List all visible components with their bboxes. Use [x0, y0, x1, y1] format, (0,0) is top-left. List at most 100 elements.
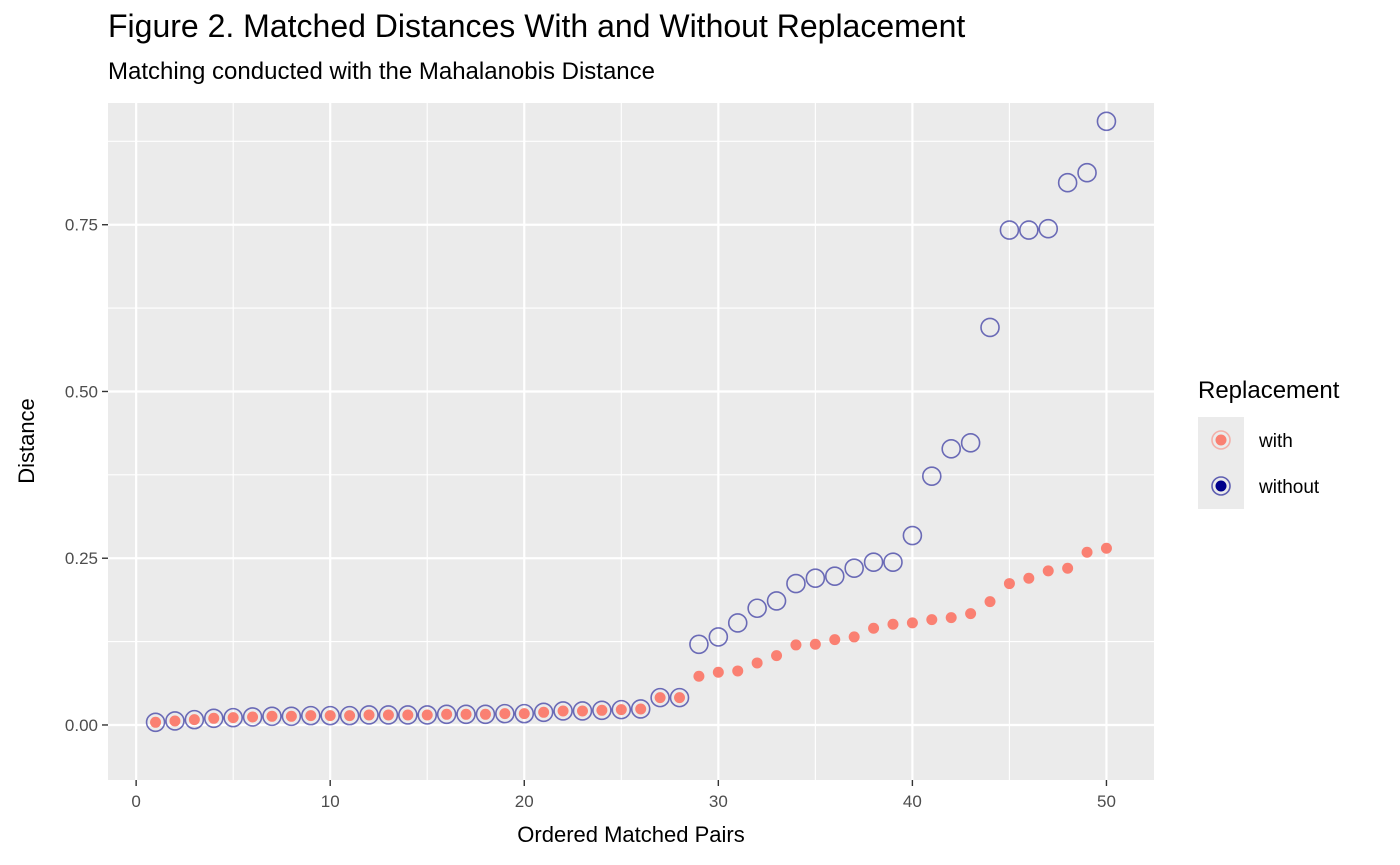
legend-key-without-ring	[1211, 476, 1231, 496]
point-without-4	[203, 708, 224, 729]
point-without-41	[921, 466, 942, 486]
y-tick-label-3: 0.75	[65, 216, 98, 235]
legend-label-without: without	[1258, 477, 1320, 498]
point-with-11	[344, 710, 356, 722]
point-without-36	[824, 566, 845, 587]
point-with-25	[615, 704, 627, 716]
point-without-7	[262, 706, 282, 727]
point-with-33	[771, 650, 783, 662]
point-without-17	[456, 704, 476, 725]
point-without-8	[281, 706, 302, 727]
point-without-33	[766, 591, 787, 611]
axis-ticks: 0 10 20 30 40 50 0.00 0.25 0.50 0.75	[65, 216, 1116, 811]
point-without-15	[417, 705, 438, 725]
point-without-9	[300, 705, 321, 726]
point-without-46	[1019, 220, 1039, 240]
y-tick-label-2: 0.50	[65, 382, 98, 401]
y-axis-title: Distance	[14, 398, 39, 484]
point-without-40	[902, 525, 923, 546]
point-with-41	[926, 614, 938, 626]
point-without-25	[611, 699, 632, 720]
point-with-7	[266, 710, 278, 722]
point-without-13	[378, 705, 399, 725]
point-with-17	[460, 708, 472, 720]
point-without-31	[727, 613, 748, 633]
point-without-23	[572, 701, 593, 721]
point-with-30	[712, 666, 724, 678]
point-with-13	[382, 709, 394, 721]
point-with-12	[363, 709, 375, 721]
point-with-40	[906, 617, 918, 629]
point-with-35	[809, 638, 821, 650]
point-with-36	[829, 634, 841, 646]
point-with-39	[887, 618, 899, 630]
legend-label-with: with	[1258, 431, 1293, 452]
x-tick-label-5: 50	[1097, 792, 1116, 811]
point-without-12	[359, 705, 379, 725]
point-with-21	[538, 706, 550, 718]
point-with-46	[1023, 572, 1035, 584]
point-without-44	[980, 317, 1000, 338]
point-with-27	[654, 692, 666, 704]
chart-subtitle: Matching conducted with the Mahalanobis …	[108, 58, 655, 85]
point-without-22	[553, 701, 573, 721]
chart-title: Figure 2. Matched Distances With and Wit…	[108, 8, 966, 44]
point-with-23	[576, 705, 588, 717]
point-with-47	[1042, 565, 1054, 577]
x-axis-title: Ordered Matched Pairs	[517, 822, 744, 847]
point-without-18	[475, 704, 496, 725]
point-with-38	[868, 622, 880, 634]
point-with-31	[732, 665, 744, 677]
point-without-20	[514, 703, 535, 724]
point-with-16	[441, 708, 453, 720]
point-with-20	[518, 708, 530, 720]
x-tick-label-3: 30	[709, 792, 728, 811]
point-with-10	[324, 710, 336, 722]
point-without-50	[1096, 111, 1117, 132]
point-with-19	[499, 708, 511, 720]
point-without-42	[941, 439, 962, 459]
point-without-10	[320, 705, 341, 726]
point-with-15	[421, 709, 433, 721]
legend-title: Replacement	[1198, 377, 1340, 404]
point-with-37	[848, 631, 860, 643]
x-tick-label-0: 0	[131, 792, 140, 811]
point-without-16	[436, 704, 457, 725]
point-without-5	[223, 707, 243, 728]
point-without-2	[165, 711, 185, 731]
point-with-6	[247, 711, 259, 723]
point-with-49	[1081, 546, 1093, 558]
legend-key-with-ring	[1211, 430, 1231, 450]
point-without-28	[669, 687, 690, 708]
point-without-14	[398, 705, 418, 725]
legend-key-without-dot	[1215, 480, 1227, 492]
plot-panel	[108, 103, 1154, 780]
point-with-42	[945, 612, 957, 624]
y-tick-label-1: 0.25	[65, 549, 98, 568]
point-without-3	[184, 709, 205, 730]
point-without-38	[863, 552, 884, 573]
x-tick-label-2: 20	[515, 792, 534, 811]
point-without-34	[786, 573, 806, 594]
point-without-47	[1038, 218, 1059, 239]
x-tick-label-1: 10	[321, 792, 340, 811]
point-without-35	[805, 568, 826, 589]
point-with-8	[285, 710, 297, 722]
point-with-22	[557, 705, 569, 717]
point-without-37	[844, 558, 864, 579]
point-without-24	[592, 700, 612, 721]
point-without-49	[1077, 162, 1097, 183]
point-without-19	[495, 703, 515, 724]
point-without-21	[533, 702, 554, 723]
point-with-18	[479, 708, 491, 720]
point-with-29	[693, 670, 705, 682]
series-with	[150, 542, 1112, 728]
point-with-9	[305, 710, 317, 722]
legend-key-with-dot	[1215, 434, 1227, 446]
point-with-45	[1003, 578, 1015, 590]
point-without-26	[630, 699, 651, 719]
point-with-4	[208, 712, 220, 724]
point-with-28	[674, 692, 686, 704]
point-without-48	[1057, 172, 1078, 193]
